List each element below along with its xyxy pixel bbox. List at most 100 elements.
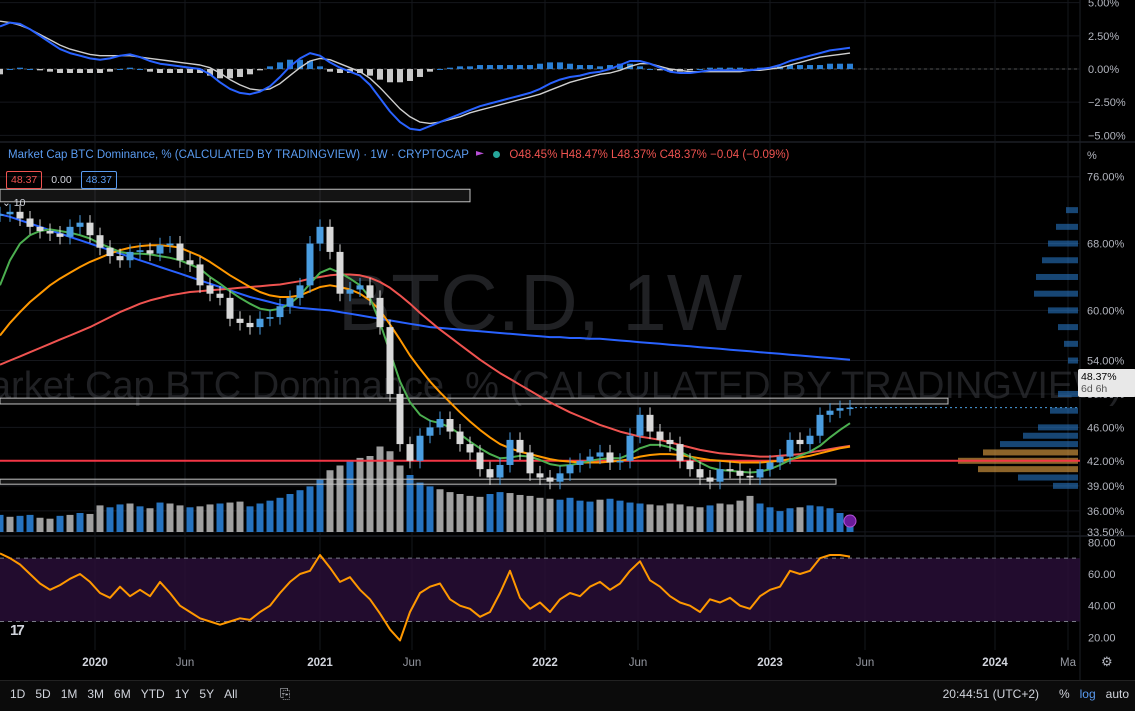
macd-histogram-bar — [717, 67, 723, 70]
candle-body — [196, 264, 204, 286]
volume-bar — [16, 515, 24, 532]
range-3m[interactable]: 3M — [87, 687, 105, 701]
bid-badge[interactable]: 48.37 — [6, 171, 43, 189]
macd-histogram-bar — [447, 67, 453, 70]
candle-body — [6, 211, 14, 215]
rsi-line — [0, 552, 851, 642]
auto-toggle[interactable]: auto — [1105, 687, 1129, 701]
macd-histogram-bar — [507, 65, 513, 70]
price-y-tick: 68.00% — [1087, 239, 1125, 251]
flag-icon[interactable] — [475, 150, 484, 156]
legend-title[interactable]: Market Cap BTC Dominance, % (CALCULATED … — [8, 149, 469, 161]
range-ytd[interactable]: YTD — [140, 687, 165, 701]
volume-bar — [306, 486, 314, 532]
macd-y-tick: 2.50% — [1088, 31, 1119, 43]
volume-profile-bar — [1048, 307, 1078, 314]
rsi-y-tick: 40.00 — [1088, 601, 1116, 613]
macd-histogram-bar — [367, 69, 373, 76]
chevron-down-icon[interactable]: ⌄ — [2, 197, 11, 209]
macd-histogram-bar — [17, 67, 23, 70]
range-5d[interactable]: 5D — [35, 687, 51, 701]
candle-body — [106, 247, 114, 257]
volume-bar — [706, 505, 714, 532]
x-tick-label: 2023 — [757, 657, 783, 669]
candle-body — [216, 293, 224, 298]
volume-bar — [646, 504, 654, 532]
macd-histogram-bar — [517, 65, 523, 70]
macd-histogram-bar — [637, 66, 643, 70]
volume-bar — [96, 505, 104, 532]
rsi-band — [0, 558, 1080, 622]
volume-profile-bar — [1066, 207, 1078, 214]
candle-body — [446, 419, 454, 432]
macd-histogram-bar — [487, 65, 493, 70]
market-status-icon — [493, 151, 501, 159]
box-label[interactable]: ⌄ 10 — [2, 197, 25, 209]
candle-body — [346, 289, 354, 294]
range-box — [0, 397, 949, 405]
series-legend: Market Cap BTC Dominance, % (CALCULATED … — [8, 149, 789, 161]
range-box — [0, 188, 471, 203]
volume-bar — [246, 506, 254, 532]
candle-body — [736, 470, 744, 476]
macd-histogram-bar — [437, 69, 443, 71]
candle-body — [506, 439, 514, 465]
range-buttons: 1D 5D 1M 3M 6M YTD 1Y 5Y All — [10, 687, 237, 701]
volume-profile-bar — [1034, 290, 1078, 297]
candle-body — [56, 233, 64, 237]
macd-histogram-bar — [197, 69, 203, 73]
volume-bar — [496, 492, 504, 532]
rsi-y-tick: 80.00 — [1088, 537, 1116, 549]
macd-histogram-bar — [187, 69, 193, 73]
range-1d[interactable]: 1D — [10, 687, 26, 701]
macd-histogram-bar — [177, 69, 183, 73]
rsi-y-tick: 60.00 — [1088, 569, 1116, 581]
percent-toggle[interactable]: % — [1058, 687, 1070, 701]
calendar-goto-icon[interactable]: ⎘ — [280, 686, 291, 701]
volume-bar — [166, 503, 174, 532]
macd-histogram-bar — [317, 66, 323, 70]
volume-bar — [226, 502, 234, 532]
macd-histogram-bar — [597, 66, 603, 70]
volume-bar — [786, 508, 794, 532]
range-all[interactable]: All — [224, 687, 238, 701]
macd-histogram-bar — [477, 65, 483, 70]
macd-histogram-bar — [377, 69, 383, 80]
range-5y[interactable]: 5Y — [199, 687, 215, 701]
volume-profile-bar — [1064, 340, 1078, 347]
clock-readout[interactable]: 20:44:51 (UTC+2) — [942, 687, 1039, 701]
chart-canvas[interactable]: 2020 Jun 2021 Jun 2022 Jun 2023 Jun 2024 Ma 5.00% 2… — [0, 0, 1135, 680]
bottom-toolbar: 1D 5D 1M 3M 6M YTD 1Y 5Y All ⎘ 20:44:51 … — [0, 680, 1135, 711]
volume-bar — [476, 496, 484, 532]
volume-bar — [426, 486, 434, 532]
macd-histogram-bar — [147, 69, 153, 72]
candle-body — [776, 456, 784, 463]
ask-badge[interactable]: 48.37 — [80, 171, 117, 189]
macd-histogram-bar — [697, 69, 703, 71]
macd-histogram-bar — [97, 69, 103, 73]
volume-bar — [486, 494, 494, 532]
candle-body — [36, 226, 44, 232]
gear-icon[interactable]: ⚙ — [1101, 654, 1113, 669]
macd-histogram-bar — [0, 69, 3, 75]
candle-body — [376, 297, 384, 328]
volume-bar — [456, 494, 464, 532]
x-tick-label: 2021 — [307, 657, 333, 669]
candle-body — [416, 435, 424, 461]
volume-bar — [56, 515, 64, 532]
macd-histogram-bar — [167, 69, 173, 73]
candle-body — [526, 452, 534, 474]
ma-green-line — [0, 228, 851, 474]
candle-body — [86, 222, 94, 236]
volume-bar — [756, 503, 764, 532]
range-6m[interactable]: 6M — [114, 687, 131, 701]
candle-body — [336, 251, 344, 294]
range-1y[interactable]: 1Y — [174, 687, 190, 701]
volume-bar — [586, 501, 594, 532]
range-box — [0, 478, 837, 485]
candle-body — [236, 318, 244, 323]
tradingview-logo[interactable]: 17 — [10, 622, 25, 639]
log-toggle[interactable]: log — [1079, 687, 1096, 701]
range-1m[interactable]: 1M — [60, 687, 78, 701]
macd-histogram-bar — [557, 62, 563, 70]
